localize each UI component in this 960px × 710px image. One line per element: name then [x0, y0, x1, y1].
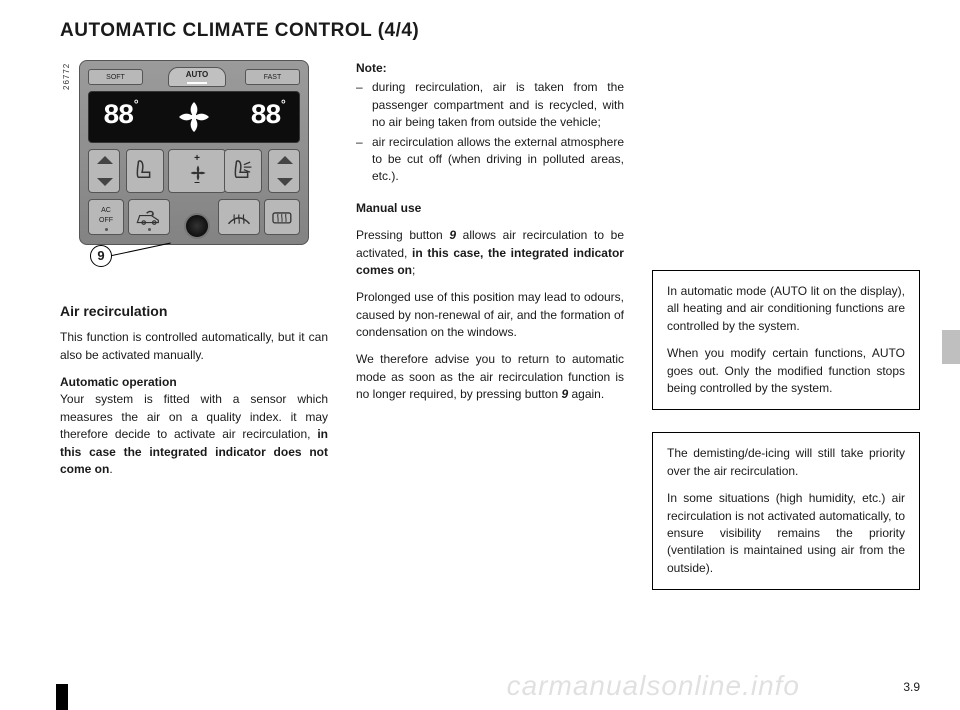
ac-label: AC [89, 206, 123, 216]
fast-button: FAST [245, 69, 300, 85]
auto-button: AUTO [168, 67, 226, 87]
panel-mid-row: + – [88, 149, 300, 197]
info-box-auto: In automatic mode (AUTO lit on the displ… [652, 270, 920, 410]
temp-left-val: 88 [103, 101, 133, 132]
watermark: carmanualsonline.info [507, 670, 800, 702]
col2-p3: Pressing button 9 allows air recirculati… [356, 227, 624, 279]
fan-display-icon [176, 99, 212, 135]
temp-right-display: 88° [250, 97, 285, 138]
note-label: Note: [356, 61, 387, 75]
ac-off-button: AC OFF [88, 199, 124, 235]
degree-icon-r: ° [280, 98, 285, 112]
panel-bottom-row: AC OFF [88, 199, 300, 239]
degree-icon: ° [133, 98, 138, 112]
arrow-down-icon-r [277, 178, 293, 186]
col1-p1: This function is controlled automaticall… [60, 329, 328, 364]
arrow-up-icon-r [277, 156, 293, 164]
page-number: 3.9 [903, 680, 920, 694]
temp-left-display: 88° [103, 97, 138, 138]
defrost-front-icon [225, 206, 253, 230]
column-1: SOFT AUTO FAST 88° 88° [60, 60, 328, 612]
defrost-rear-icon [270, 205, 294, 229]
p5b: again. [568, 387, 604, 401]
temp-right-val: 88 [250, 101, 280, 132]
col1-p2c: . [109, 462, 112, 476]
seat-air-icon [230, 155, 255, 184]
recirculation-icon [135, 206, 163, 230]
soft-button: SOFT [88, 69, 143, 85]
recirculation-button [128, 199, 170, 235]
content-columns: SOFT AUTO FAST 88° 88° [60, 60, 920, 612]
col1-p2a: Your system is fitted with a sensor whic… [60, 392, 328, 441]
box1-p2: When you modify certain functions, AUTO … [667, 345, 905, 397]
column-3: In automatic mode (AUTO lit on the displ… [652, 60, 920, 612]
mode-left-button [126, 149, 164, 193]
arrow-down-icon [97, 178, 113, 186]
box1-p1: In automatic mode (AUTO lit on the displ… [667, 283, 905, 335]
title-text: AUTOMATIC CLIMATE CONTROL [60, 20, 372, 41]
manual-page: AUTOMATIC CLIMATE CONTROL (4/4) 26772 SO… [0, 0, 960, 710]
box2-p2: In some situations (high humidity, etc.)… [667, 490, 905, 577]
auto-bar-icon [187, 82, 207, 84]
note-item-2: air recirculation allows the external at… [368, 134, 624, 186]
minus-icon: – [169, 176, 225, 191]
air-quality-sensor [184, 213, 210, 239]
indicator-dot-icon [105, 228, 108, 231]
seat-icon [132, 155, 157, 184]
off-label: OFF [89, 216, 123, 226]
rear-defrost-button [264, 199, 300, 235]
climate-panel: SOFT AUTO FAST 88° 88° [79, 60, 309, 245]
fan-speed-button: + – [168, 149, 226, 193]
black-tab-marker [56, 684, 68, 710]
manual-use-heading: Manual use [356, 201, 421, 215]
page-title: AUTOMATIC CLIMATE CONTROL (4/4) [60, 20, 920, 42]
climate-panel-figure: SOFT AUTO FAST 88° 88° [60, 60, 328, 285]
p3a: Pressing button [356, 228, 449, 242]
temp-left-button [88, 149, 120, 193]
arrow-up-icon [97, 156, 113, 164]
temp-right-button [268, 149, 300, 193]
gray-tab-marker [942, 330, 960, 364]
panel-top-row: SOFT AUTO FAST [88, 67, 300, 87]
title-part: (4/4) [378, 20, 420, 41]
panel-display: 88° 88° [88, 91, 300, 143]
indicator-dot-icon-2 [148, 228, 151, 231]
col2-p4: Prolonged use of this position may lead … [356, 289, 624, 341]
col2-p5: We therefore advise you to return to aut… [356, 351, 624, 403]
column-2: Note: during recirculation, air is taken… [356, 60, 624, 612]
auto-op-heading: Automatic operation [60, 375, 177, 389]
auto-label: AUTO [186, 70, 209, 79]
note-list: during recirculation, air is taken from … [356, 79, 624, 185]
note-item-1: during recirculation, air is taken from … [368, 79, 624, 131]
callout-9: 9 [90, 245, 112, 267]
p3d: ; [412, 263, 415, 277]
info-box-demist: The demisting/de-icing will still take p… [652, 432, 920, 590]
air-recirc-heading: Air recirculation [60, 301, 328, 321]
col1-auto-op: Automatic operation Your system is fitte… [60, 374, 328, 478]
mode-right-button [224, 149, 262, 193]
windscreen-defrost-button [218, 199, 260, 235]
box2-p1: The demisting/de-icing will still take p… [667, 445, 905, 480]
